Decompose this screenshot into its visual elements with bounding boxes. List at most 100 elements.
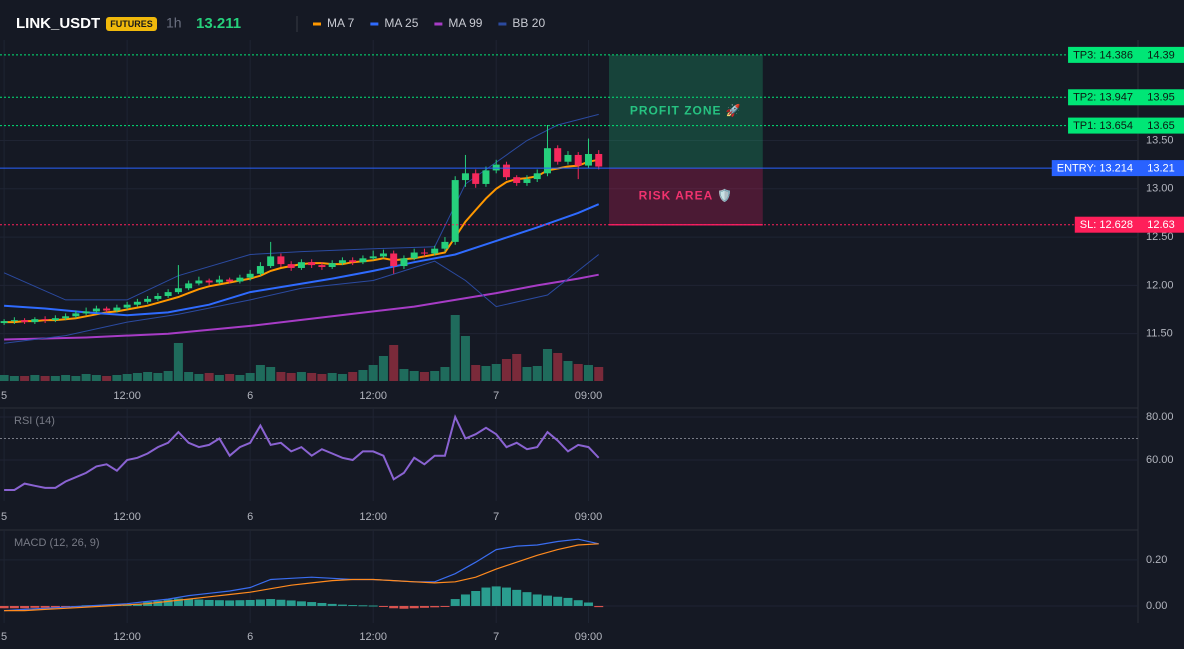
- volume-bar: [225, 374, 235, 381]
- signal-line: [4, 543, 599, 612]
- histogram-bar: [194, 599, 204, 606]
- level-tag: [1051, 160, 1138, 177]
- candle-body: [431, 248, 439, 254]
- level-tag: [1074, 216, 1138, 233]
- level-label: TP3: 14.386: [1073, 49, 1133, 61]
- volume-bar: [399, 369, 409, 381]
- candle-body: [113, 307, 121, 311]
- volume-bar: [296, 372, 306, 381]
- x-tick-label: 7: [493, 511, 499, 523]
- axis-tag: [1138, 117, 1184, 134]
- candle-body: [154, 295, 162, 299]
- volume-bar: [501, 359, 511, 381]
- volume-bar: [20, 376, 30, 381]
- volume-bar: [358, 370, 368, 381]
- volume-bar: [491, 364, 501, 381]
- volume-bar: [368, 365, 378, 381]
- candle-body: [287, 264, 295, 268]
- candle-body: [185, 283, 193, 289]
- volume-bar: [122, 374, 132, 381]
- candle-body: [318, 265, 326, 268]
- histogram-bar: [266, 599, 276, 606]
- zone: [608, 168, 763, 225]
- candle-body: [277, 256, 285, 265]
- volume-bar: [460, 336, 470, 381]
- x-tick-label: 6: [247, 631, 253, 643]
- volume-bar: [163, 371, 173, 381]
- candle-body: [379, 253, 387, 257]
- histogram-bar: [296, 601, 306, 606]
- level-tag: [1068, 117, 1138, 134]
- volume-bar: [286, 373, 296, 381]
- x-tick-label: 5: [1, 511, 7, 523]
- x-tick-label: 12:00: [113, 511, 141, 523]
- y-tick-label: 0.00: [1146, 600, 1167, 612]
- volume-bar: [266, 367, 276, 381]
- y-tick-label: 0.20: [1146, 554, 1167, 566]
- volume-bar: [204, 373, 214, 381]
- candle-body: [400, 258, 408, 267]
- candle-body: [369, 256, 377, 259]
- candle-body: [390, 253, 398, 267]
- volume-bar: [276, 372, 286, 381]
- candle-body: [533, 173, 541, 180]
- level-label: TP2: 13.947: [1073, 92, 1133, 104]
- volume-bar: [553, 353, 563, 381]
- histogram-bar: [460, 594, 470, 606]
- histogram-bar: [40, 605, 50, 608]
- histogram-bar: [184, 599, 194, 606]
- histogram-bar: [542, 595, 552, 606]
- rsi-line: [4, 414, 600, 491]
- histogram-bar: [573, 600, 583, 606]
- candle-body: [123, 304, 131, 308]
- candle-body: [72, 313, 80, 317]
- candle-body: [236, 277, 244, 282]
- histogram-bar: [255, 599, 265, 606]
- candle-body: [359, 258, 367, 263]
- candle-body: [92, 308, 100, 312]
- candle-body: [574, 154, 582, 166]
- axis-tag: [1138, 216, 1184, 233]
- candle-body: [338, 260, 346, 264]
- candle-body: [472, 173, 480, 184]
- candle-body: [174, 288, 182, 293]
- histogram-bar: [450, 599, 460, 606]
- volume-bar: [542, 349, 552, 381]
- volume-bar: [30, 375, 40, 381]
- zone: [608, 54, 763, 169]
- volume-bar: [81, 374, 91, 381]
- volume-bar: [430, 371, 440, 381]
- x-tick-label: 5: [1, 390, 7, 402]
- legend-label: MA 99: [448, 16, 482, 30]
- volume-bar: [594, 367, 604, 381]
- zone-label: RISK AREA 🛡️: [639, 189, 733, 203]
- x-tick-label: 09:00: [575, 631, 603, 643]
- histogram-bar: [204, 599, 214, 606]
- candle-body: [308, 262, 316, 266]
- candle-body: [441, 241, 449, 249]
- axis-tag-label: 13.95: [1147, 92, 1175, 104]
- volume-bar: [132, 373, 142, 381]
- x-tick-label: 6: [247, 511, 253, 523]
- candle-body: [41, 319, 49, 321]
- volume-bar: [471, 365, 481, 381]
- volume-bar: [194, 374, 204, 381]
- candle-body: [513, 177, 521, 183]
- volume-bar: [245, 373, 255, 381]
- histogram-bar: [368, 605, 378, 607]
- x-tick-label: 12:00: [113, 631, 141, 643]
- legend-label: MA 7: [327, 16, 355, 30]
- y-tick-label: 12.50: [1146, 231, 1174, 243]
- histogram-bar: [50, 605, 60, 608]
- x-tick-label: 6: [247, 390, 253, 402]
- histogram-bar: [337, 604, 347, 606]
- candle-body: [21, 320, 29, 323]
- volume-bar: [50, 376, 60, 381]
- y-tick-label: 60.00: [1146, 454, 1174, 466]
- volume-bar: [522, 367, 532, 381]
- candle-body: [62, 316, 70, 319]
- volume-bar: [71, 376, 81, 381]
- ma-line: [4, 203, 600, 317]
